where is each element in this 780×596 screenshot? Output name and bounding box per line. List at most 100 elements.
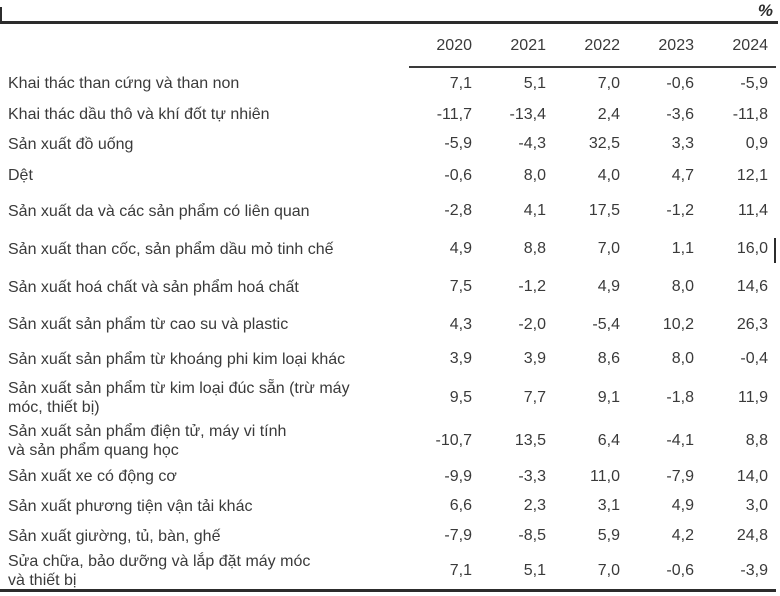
table-row: Sản xuất giường, tủ, bàn, ghế -7,9 -8,5 5,9… — [0, 521, 780, 551]
cell-value: -3,3 — [518, 467, 546, 485]
table-row: Sản xuất da và các sản phẩm có liên quan… — [0, 192, 780, 230]
row-label: Khai thác dầu thô và khí đốt tự nhiên — [8, 106, 270, 123]
row-label: Sản xuất than cốc, sản phẩm dầu mỏ tinh … — [8, 240, 334, 258]
cell-value: 7,5 — [449, 278, 472, 295]
cell-value: 8,8 — [745, 432, 768, 449]
table-row: Sản xuất hoá chất và sản phẩm hoá chất 7,… — [0, 268, 780, 306]
cell-value: 4,9 — [597, 278, 620, 295]
table-row: Sản xuất sản phẩm từ kim loại đúc sẵn (t… — [0, 375, 780, 420]
cell-value: 5,1 — [523, 74, 546, 92]
cell-value: 16,0 — [736, 240, 768, 257]
cell-value: 24,8 — [736, 527, 768, 544]
cell-value: 2,4 — [597, 105, 620, 123]
cell-value: -7,9 — [666, 467, 694, 485]
row-label: Sản xuất hoá chất và sản phẩm hoá chất — [8, 278, 299, 296]
table-row: Dệt -0,6 8,0 4,0 4,7 12,1 — [0, 159, 780, 192]
cell-value: 6,4 — [597, 432, 620, 449]
cell-value: 7,0 — [597, 561, 620, 579]
cell-value: 4,9 — [449, 240, 472, 257]
top-rule — [0, 21, 778, 24]
cell-value: 1,1 — [671, 240, 694, 257]
row-label: Sản xuất giường, tủ, bàn, ghế — [8, 527, 221, 545]
year-column-header: 2024 — [732, 37, 768, 54]
cell-value: -3,9 — [740, 561, 768, 579]
cell-value: 8,8 — [523, 240, 546, 257]
cell-value: 7,0 — [597, 240, 620, 257]
cell-value: -5,4 — [592, 315, 620, 333]
table-row: Sản xuất đồ uống -5,9 -4,3 32,5 3,3 0,9 — [0, 129, 780, 159]
row-label: Sản xuất sản phẩm từ khoáng phi kim loại… — [8, 350, 346, 368]
cell-value: 4,2 — [671, 527, 694, 544]
cell-value: 5,9 — [597, 527, 620, 544]
cell-value: 11,0 — [590, 467, 620, 485]
cell-value: 14,6 — [736, 278, 768, 295]
cell-value: 9,5 — [449, 388, 472, 406]
cell-value: -0,6 — [444, 166, 472, 184]
row-label: Sản xuất phương tiện vận tải khác — [8, 497, 253, 515]
cell-value: -0,4 — [740, 350, 768, 367]
row-label: Sản xuất da và các sản phẩm có liên quan — [8, 202, 310, 220]
cell-value: 7,0 — [597, 74, 620, 92]
cell-value: -2,0 — [518, 315, 546, 333]
table-row: Sản xuất xe có động cơ -9,9 -3,3 11,0 -7,9 14… — [0, 462, 780, 491]
cell-value: 11,9 — [738, 388, 768, 406]
cell-value: 4,0 — [597, 166, 620, 184]
cell-value: -11,7 — [436, 105, 472, 123]
cell-value: 3,0 — [745, 497, 768, 514]
cell-value: 5,1 — [523, 561, 546, 579]
table-row: Sản xuất phương tiện vận tải khác 6,6 2,3 3… — [0, 491, 780, 521]
cell-value: 17,5 — [588, 202, 620, 219]
unit-label: % — [757, 1, 773, 20]
row-label: Sản xuất sản phẩm điện tử, máy vi tính v… — [8, 423, 287, 459]
text-cursor — [774, 238, 776, 263]
year-column-header: 2020 — [436, 37, 472, 54]
data-table: Khai thác than cứng và than non 7,1 5,1 7,0… — [0, 67, 780, 590]
cell-value: 8,0 — [671, 350, 694, 367]
year-column-header: 2021 — [510, 37, 546, 54]
cell-value: -5,9 — [444, 135, 472, 152]
cell-value: 0,9 — [745, 135, 768, 152]
cell-value: -10,7 — [435, 432, 472, 449]
cell-value: -9,9 — [444, 467, 472, 485]
cell-value: 4,7 — [671, 166, 694, 184]
table-row: Sửa chữa, bảo dưỡng và lắp đặt máy móc v… — [0, 551, 780, 590]
cell-value: 4,3 — [449, 315, 472, 333]
row-label: Dệt — [8, 167, 33, 184]
cell-value: 14,0 — [736, 467, 768, 485]
cell-value: 9,1 — [597, 388, 620, 406]
cell-value: -1,8 — [666, 388, 694, 406]
frame-tick — [0, 7, 2, 21]
cell-value: 3,3 — [671, 135, 694, 152]
cell-value: 11,4 — [738, 202, 768, 219]
cell-value: 13,5 — [514, 432, 546, 449]
cell-value: 3,9 — [449, 350, 472, 367]
table-row: Khai thác than cứng và than non 7,1 5,1 7,0… — [0, 67, 780, 100]
table-row: Sản xuất sản phẩm từ khoáng phi kim loại… — [0, 343, 780, 375]
row-label: Sản xuất xe có động cơ — [8, 468, 177, 485]
cell-value: 4,9 — [671, 497, 694, 514]
year-column-header: 2022 — [584, 37, 620, 54]
cell-value: -3,6 — [666, 105, 694, 123]
cell-value: -4,1 — [666, 432, 694, 449]
cell-value: -1,2 — [518, 278, 546, 295]
cell-value: 3,9 — [523, 350, 546, 367]
row-label: Sửa chữa, bảo dưỡng và lắp đặt máy móc v… — [8, 552, 311, 589]
cell-value: 2,3 — [523, 497, 546, 514]
cell-value: -8,5 — [518, 527, 546, 544]
table-row: Sản xuất sản phẩm điện tử, máy vi tính v… — [0, 420, 780, 462]
cell-value: 3,1 — [597, 497, 620, 514]
cell-value: 7,1 — [449, 74, 472, 92]
cell-value: -13,4 — [509, 105, 546, 123]
cell-value: 12,1 — [736, 166, 768, 184]
row-label: Sản xuất sản phẩm từ cao su và plastic — [8, 316, 289, 333]
cell-value: 7,7 — [523, 388, 546, 406]
year-column-header: 2023 — [658, 37, 694, 54]
cell-value: -0,6 — [666, 74, 694, 92]
bottom-rule — [0, 589, 776, 592]
cell-value: 4,1 — [523, 202, 546, 219]
cell-value: 32,5 — [588, 135, 620, 152]
cell-value: -4,3 — [518, 135, 546, 152]
table-row: Sản xuất sản phẩm từ cao su và plastic 4,… — [0, 306, 780, 343]
cell-value: 26,3 — [736, 315, 768, 333]
